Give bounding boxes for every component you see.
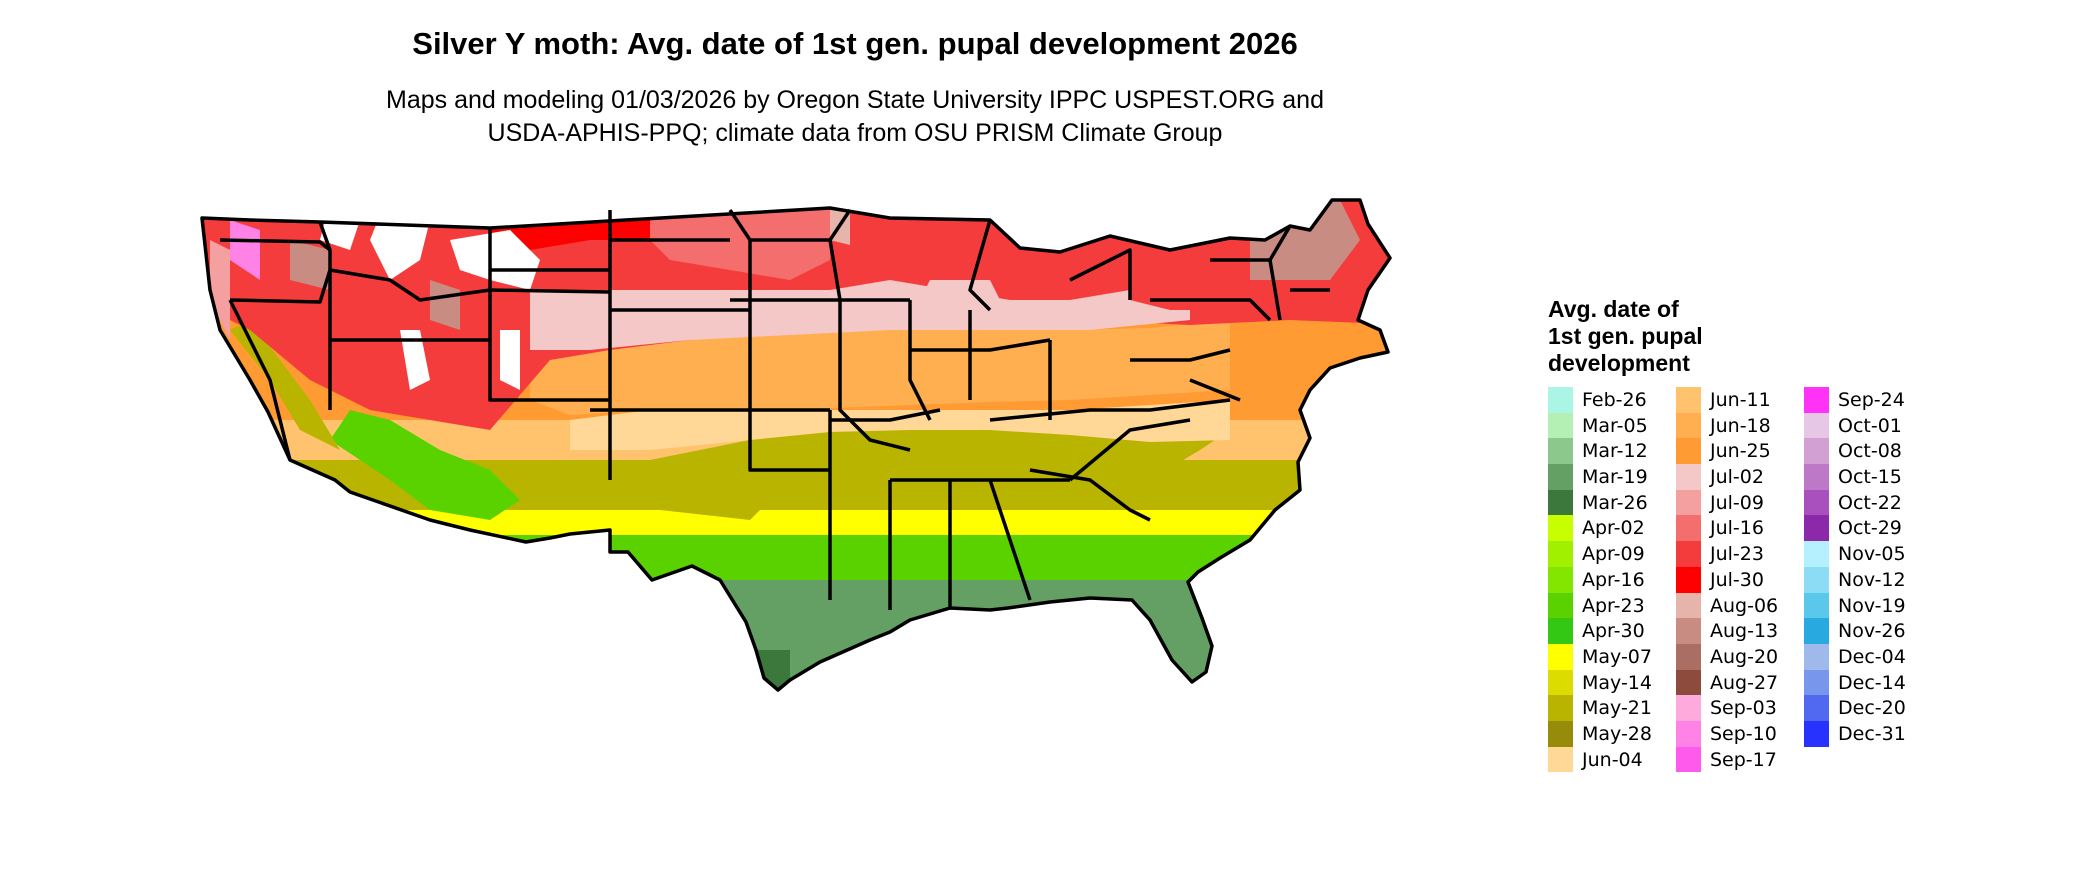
- legend-label: Aug-13: [1710, 620, 1779, 643]
- legend-swatch: [1676, 515, 1701, 542]
- legend-label: Mar-05: [1582, 414, 1648, 437]
- legend-label: Jun-25: [1710, 440, 1771, 463]
- legend-label: May-21: [1582, 697, 1652, 720]
- legend-label: May-28: [1582, 722, 1652, 745]
- legend-swatch: [1548, 515, 1573, 542]
- legend-label: Apr-16: [1582, 568, 1645, 591]
- legend-swatch: [1676, 643, 1701, 670]
- legend-swatch: [1548, 489, 1573, 516]
- legend-title-line-2: 1st gen. pupal: [1548, 323, 1703, 349]
- legend-swatch: [1804, 592, 1829, 619]
- legend-swatch: [1676, 566, 1701, 593]
- legend-label: Sep-17: [1710, 748, 1777, 771]
- legend-swatch: [1548, 695, 1573, 721]
- legend-swatch: [1676, 489, 1701, 516]
- legend-label: Nov-12: [1838, 568, 1906, 591]
- legend-label: Sep-10: [1710, 722, 1777, 745]
- legend-label: Dec-04: [1838, 645, 1906, 668]
- legend-swatch: [1548, 438, 1573, 465]
- legend-label: Jul-23: [1710, 543, 1764, 566]
- legend-swatch: [1804, 541, 1829, 567]
- legend-swatch: [1676, 541, 1701, 567]
- legend-swatch: [1804, 387, 1829, 413]
- legend-swatch: [1676, 592, 1701, 619]
- map-subtitle: Maps and modeling 01/03/2026 by Oregon S…: [0, 84, 1710, 150]
- legend-swatch: [1548, 669, 1573, 696]
- legend-label: Aug-27: [1710, 671, 1779, 694]
- legend-label: Apr-23: [1582, 594, 1645, 617]
- legend-label: Aug-20: [1710, 645, 1779, 668]
- map-title: Silver Y moth: Avg. date of 1st gen. pup…: [412, 26, 1298, 61]
- legend-swatch: [1676, 618, 1701, 644]
- phenology-color-zones: [202, 200, 1390, 690]
- legend-swatch: [1804, 695, 1829, 721]
- legend-swatch: [1676, 438, 1701, 465]
- legend-swatch: [1804, 643, 1829, 670]
- legend-label: Oct-01: [1838, 414, 1902, 437]
- legend-swatch: [1804, 720, 1829, 747]
- legend-swatch: [1548, 566, 1573, 593]
- legend-swatch: [1676, 464, 1701, 490]
- legend-swatch: [1804, 566, 1829, 593]
- legend-label: Jul-30: [1710, 568, 1764, 591]
- legend-swatch: [1548, 720, 1573, 747]
- legend-label: Oct-29: [1838, 517, 1902, 540]
- legend-label: Dec-14: [1838, 671, 1906, 694]
- legend-swatch: [1548, 412, 1573, 439]
- legend-swatch: [1676, 387, 1701, 413]
- legend-label: Nov-05: [1838, 543, 1906, 566]
- legend-label: Nov-19: [1838, 594, 1906, 617]
- legend-swatch: [1548, 592, 1573, 619]
- legend-swatch: [1804, 618, 1829, 644]
- legend-label: Jun-04: [1582, 748, 1643, 771]
- legend-swatch: [1676, 412, 1701, 439]
- legend-label: Feb-26: [1582, 389, 1647, 411]
- subtitle-line-1: Maps and modeling 01/03/2026 by Oregon S…: [386, 86, 1324, 114]
- us-phenology-map: [200, 198, 1392, 692]
- legend-label: Jun-18: [1710, 414, 1771, 437]
- legend-label: Jul-02: [1710, 466, 1764, 489]
- legend-title-line-1: Avg. date of: [1548, 296, 1679, 322]
- legend-label: Oct-08: [1838, 440, 1902, 463]
- legend-label: Aug-06: [1710, 594, 1779, 617]
- legend-swatch: [1548, 618, 1573, 644]
- legend-label: Sep-24: [1838, 389, 1905, 411]
- legend-label: Nov-26: [1838, 620, 1906, 643]
- legend-swatch: [1804, 412, 1829, 439]
- legend-label: Dec-31: [1838, 722, 1906, 745]
- subtitle-line-2: USDA-APHIS-PPQ; climate data from OSU PR…: [487, 119, 1223, 147]
- legend-label: Oct-15: [1838, 466, 1902, 489]
- legend-label: May-07: [1582, 645, 1652, 668]
- legend-label: Mar-19: [1582, 466, 1648, 489]
- legend-swatch: [1676, 720, 1701, 747]
- legend-label: Mar-12: [1582, 440, 1648, 463]
- legend-label: Oct-22: [1838, 491, 1902, 514]
- legend-swatch: [1804, 515, 1829, 542]
- legend-label: May-14: [1582, 671, 1652, 694]
- legend-swatch: [1548, 464, 1573, 490]
- legend-label: Sep-03: [1710, 697, 1777, 720]
- legend-swatch: [1548, 746, 1573, 773]
- legend-swatch: [1676, 695, 1701, 721]
- legend-label: Mar-26: [1582, 491, 1648, 514]
- legend-swatch: [1804, 464, 1829, 490]
- legend-label: Jun-11: [1710, 389, 1771, 411]
- legend-swatch: [1548, 541, 1573, 567]
- legend-label: Jul-16: [1710, 517, 1764, 540]
- legend-swatch: [1676, 669, 1701, 696]
- legend-title-line-3: development: [1548, 350, 1690, 376]
- legend-label: Jul-09: [1710, 491, 1764, 514]
- legend-label: Apr-02: [1582, 517, 1645, 540]
- legend-swatch: [1804, 438, 1829, 465]
- legend-title: Avg. date of 1st gen. pupal development: [1548, 296, 1703, 377]
- legend-swatch: [1548, 643, 1573, 670]
- legend-swatch: [1804, 489, 1829, 516]
- state-borders: [200, 198, 1392, 692]
- legend-swatch: [1676, 746, 1701, 773]
- legend-label: Apr-09: [1582, 543, 1645, 566]
- legend-label: Dec-20: [1838, 697, 1906, 720]
- legend-swatch: [1548, 387, 1573, 413]
- legend-label: Apr-30: [1582, 620, 1645, 643]
- legend-swatch: [1804, 669, 1829, 696]
